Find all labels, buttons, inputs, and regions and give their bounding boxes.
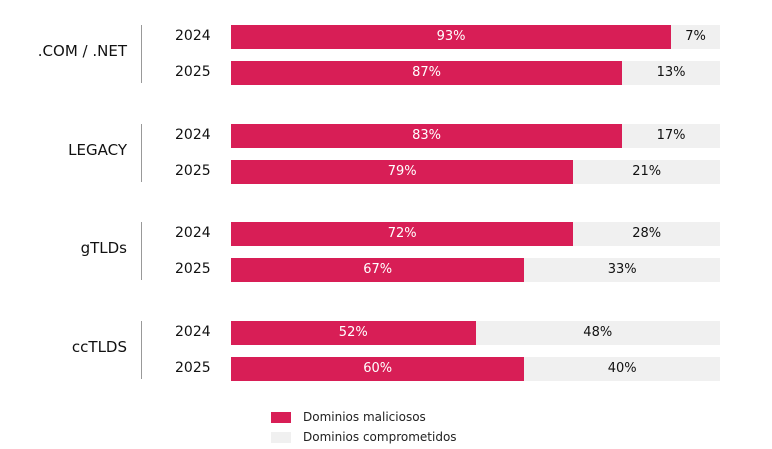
bar-malicious: [231, 258, 525, 282]
group-divider: [141, 222, 142, 280]
label-compromised: 28%: [632, 226, 662, 241]
group-divider: [141, 124, 142, 182]
bar-compromised: [622, 124, 720, 148]
bar-compromised: [524, 258, 720, 282]
bar-compromised: [671, 25, 720, 49]
year-label: 2024: [175, 324, 211, 340]
category-label: .COM / .NET: [37, 42, 127, 60]
label-malicious: 79%: [387, 164, 417, 179]
bar-malicious: [231, 61, 623, 85]
label-malicious: 83%: [412, 128, 442, 143]
bar-compromised: [573, 222, 720, 246]
year-label: 2024: [175, 28, 211, 44]
label-malicious: 72%: [387, 226, 417, 241]
bar-malicious: [231, 124, 623, 148]
label-compromised: 48%: [583, 325, 613, 340]
year-label: 2024: [175, 225, 211, 241]
label-malicious: 60%: [363, 361, 393, 376]
label-compromised: 17%: [656, 128, 686, 143]
label-malicious: 52%: [338, 325, 368, 340]
group-divider: [141, 321, 142, 379]
category-label: gTLDs: [80, 239, 127, 257]
legend-item: Dominios maliciosos: [271, 410, 426, 424]
label-malicious: 87%: [412, 65, 442, 80]
bar-malicious: [231, 357, 525, 381]
category-label: ccTLDS: [71, 338, 127, 356]
category-label: LEGACY: [68, 141, 127, 159]
bar-malicious: [231, 160, 574, 184]
year-label: 2025: [175, 163, 211, 179]
year-label: 2025: [175, 360, 211, 376]
legend-swatch: [271, 412, 291, 423]
bar-malicious: [231, 222, 574, 246]
year-label: 2025: [175, 64, 211, 80]
year-label: 2025: [175, 261, 211, 277]
label-compromised: 13%: [656, 65, 686, 80]
bar-malicious: [231, 321, 476, 345]
label-compromised: 21%: [632, 164, 662, 179]
label-compromised: 40%: [607, 361, 637, 376]
label-compromised: 7%: [685, 29, 706, 44]
legend-item: Dominios comprometidos: [271, 430, 457, 444]
bar-compromised: [573, 160, 720, 184]
group-divider: [141, 25, 142, 83]
legend-swatch: [271, 432, 291, 443]
year-label: 2024: [175, 127, 211, 143]
bar-compromised: [524, 357, 720, 381]
label-compromised: 33%: [607, 262, 637, 277]
legend-label: Dominios maliciosos: [303, 410, 426, 424]
bar-malicious: [231, 25, 672, 49]
label-malicious: 67%: [363, 262, 393, 277]
label-malicious: 93%: [436, 29, 466, 44]
legend-label: Dominios comprometidos: [303, 430, 457, 444]
bar-compromised: [622, 61, 720, 85]
bar-compromised: [475, 321, 720, 345]
